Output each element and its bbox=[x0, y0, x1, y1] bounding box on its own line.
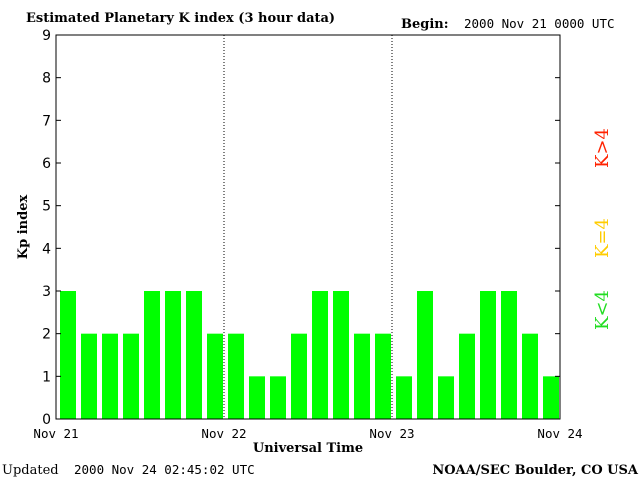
kp-bar bbox=[228, 333, 244, 419]
bars-layer bbox=[60, 291, 559, 419]
x-tick-label: Nov 22 bbox=[201, 426, 246, 441]
y-tick-label: 0 bbox=[42, 412, 51, 428]
kp-bar bbox=[60, 291, 76, 419]
plot-frame bbox=[55, 34, 561, 420]
y-tick-label: 4 bbox=[42, 241, 51, 257]
y-axis-label: Kp index bbox=[16, 195, 31, 260]
kp-bar bbox=[270, 376, 286, 419]
kp-bar bbox=[165, 291, 181, 419]
kp-bar bbox=[501, 291, 517, 419]
y-tick-label: 2 bbox=[42, 327, 51, 343]
x-tick-label: Nov 21 bbox=[33, 426, 78, 441]
y-tick-label: 8 bbox=[42, 71, 51, 87]
kp-bar bbox=[480, 291, 496, 419]
kp-bar bbox=[144, 291, 160, 419]
kp-bar bbox=[543, 376, 559, 419]
y-axis: 0 1 2 3 4 5 6 7 8 9 bbox=[42, 28, 560, 428]
chart-title: Estimated Planetary K index (3 hour data… bbox=[26, 11, 335, 26]
grid-layer bbox=[223, 35, 393, 419]
kp-bar bbox=[102, 333, 118, 419]
y-tick-label: 7 bbox=[42, 113, 51, 129]
legend-entry: K>4 bbox=[592, 128, 613, 168]
begin-value: 2000 Nov 21 0000 UTC bbox=[464, 16, 615, 31]
x-tick-label: Nov 23 bbox=[369, 426, 414, 441]
y-tick-label: 5 bbox=[42, 199, 51, 215]
kp-bar bbox=[81, 333, 97, 419]
kp-bar bbox=[396, 376, 412, 419]
kp-bar bbox=[186, 291, 202, 419]
x-tick-label: Nov 24 bbox=[537, 426, 582, 441]
kp-bar bbox=[438, 376, 454, 419]
updated-value: 2000 Nov 24 02:45:02 UTC bbox=[74, 462, 255, 477]
kp-bar bbox=[291, 333, 307, 419]
kp-bar bbox=[459, 333, 475, 419]
y-tick-label: 1 bbox=[42, 369, 51, 385]
x-axis-label: Universal Time bbox=[253, 441, 363, 456]
y-tick-label: 6 bbox=[42, 156, 51, 172]
kp-bar bbox=[375, 333, 391, 419]
legend: K<4 K=4 K>4 bbox=[592, 128, 613, 330]
y-tick-label: 3 bbox=[42, 284, 51, 300]
kp-bar bbox=[312, 291, 328, 419]
legend-entry: K=4 bbox=[592, 218, 613, 258]
updated-label: Updated bbox=[2, 463, 59, 478]
kp-bar bbox=[123, 333, 139, 419]
kp-bar bbox=[354, 333, 370, 419]
x-axis: Nov 21 Nov 22 Nov 23 Nov 24 bbox=[33, 426, 582, 441]
legend-entry: K<4 bbox=[592, 290, 613, 330]
kp-bar bbox=[333, 291, 349, 419]
kp-bar bbox=[522, 333, 538, 419]
credit-text: NOAA/SEC Boulder, CO USA bbox=[432, 463, 639, 478]
kp-bar bbox=[249, 376, 265, 419]
begin-label: Begin: bbox=[401, 17, 449, 32]
kp-bar bbox=[207, 333, 223, 419]
kp-bar bbox=[417, 291, 433, 419]
y-tick-label: 9 bbox=[42, 28, 51, 44]
